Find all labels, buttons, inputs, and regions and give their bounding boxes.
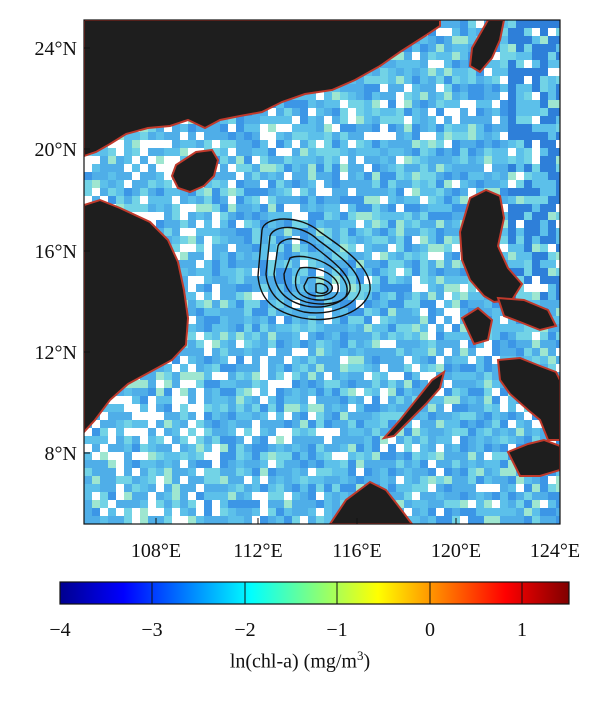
ocean-data-cells bbox=[84, 20, 560, 524]
contour-ring-3 bbox=[273, 238, 351, 308]
contour-ring-5 bbox=[294, 266, 339, 301]
eddy-contours bbox=[257, 218, 371, 321]
lon-tick-label: 120°E bbox=[431, 540, 481, 562]
indochina-coast bbox=[84, 198, 190, 434]
map-panel bbox=[84, 20, 560, 524]
borneo-coast bbox=[328, 480, 414, 524]
lon-tick-label: 116°E bbox=[332, 540, 381, 562]
colorbar-tick-label: 1 bbox=[517, 619, 527, 641]
lat-tick-label: 8°N bbox=[45, 443, 77, 465]
colorbar-tick-label: −3 bbox=[141, 619, 162, 641]
lat-tick-label: 24°N bbox=[35, 38, 77, 60]
contour-ring-4 bbox=[283, 255, 348, 305]
lat-tick-label: 20°N bbox=[35, 139, 77, 161]
contour-ring-6 bbox=[303, 276, 333, 297]
longitude-axis: 108°E 112°E 116°E 120°E 124°E bbox=[131, 518, 580, 562]
contour-ring-7 bbox=[315, 282, 329, 295]
lon-tick-label: 108°E bbox=[131, 540, 181, 562]
map-frame bbox=[83, 19, 561, 525]
colorbar-tick-label: 0 bbox=[425, 619, 435, 641]
islands-south bbox=[506, 438, 560, 477]
colorbar-tick-label: −4 bbox=[49, 619, 70, 641]
hainan-island bbox=[170, 148, 220, 194]
colorbar-ticks bbox=[151, 582, 523, 604]
lon-tick-label: 112°E bbox=[233, 540, 282, 562]
latitude-axis: 24°N 20°N 16°N 12°N 8°N bbox=[35, 38, 90, 465]
colorbar-tick-label: −1 bbox=[326, 619, 347, 641]
luzon-island bbox=[458, 188, 524, 304]
lon-tick-label: 124°E bbox=[530, 540, 580, 562]
lat-tick-label: 12°N bbox=[35, 342, 77, 364]
palawan-island bbox=[381, 369, 446, 440]
colorbar-label: ln(chl-a) (mg/m3) bbox=[0, 648, 600, 674]
mindanao-island bbox=[496, 356, 560, 441]
colorbar-gradient bbox=[59, 581, 570, 605]
taiwan-island bbox=[468, 20, 506, 74]
land-masses bbox=[84, 20, 560, 524]
colorbar-label-superscript: 3 bbox=[357, 648, 364, 663]
colorbar-tick-label: −2 bbox=[234, 619, 255, 641]
mindoro-island bbox=[460, 306, 494, 346]
contour-ring-1 bbox=[257, 218, 371, 321]
colorbar: −4 −3 −2 −1 0 1 bbox=[49, 581, 570, 641]
colorbar-label-close: ) bbox=[363, 650, 371, 673]
colorbar-label-text: ln(chl-a) (mg/m bbox=[229, 650, 357, 673]
visayas-island bbox=[496, 296, 558, 332]
china-coast bbox=[84, 20, 441, 158]
lat-tick-label: 16°N bbox=[35, 241, 77, 263]
contour-ring-2 bbox=[265, 226, 361, 314]
